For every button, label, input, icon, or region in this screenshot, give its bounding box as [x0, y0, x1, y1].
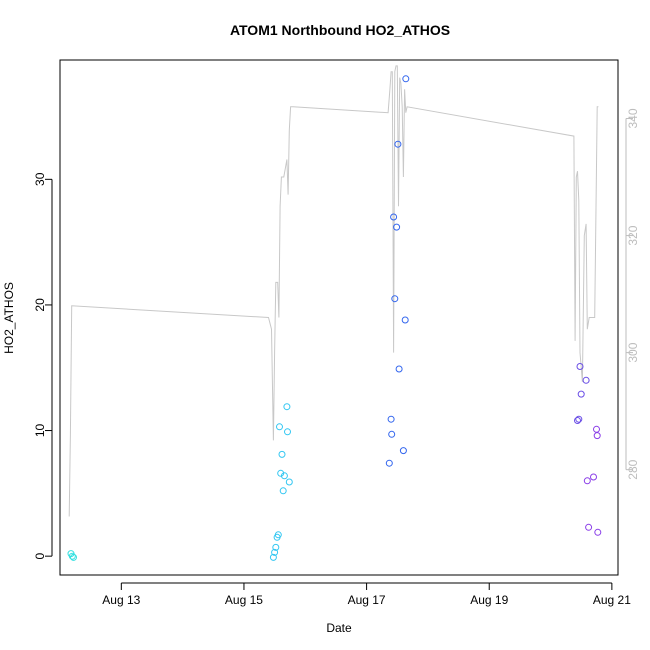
scatter-point — [585, 523, 593, 531]
y-tick-label: 20 — [33, 298, 47, 312]
scatter-point — [574, 417, 581, 424]
scatter-point — [577, 390, 585, 398]
scatter-point — [401, 316, 409, 324]
y2-tick-label: 280 — [626, 459, 640, 479]
scatter-point — [576, 363, 584, 370]
line-series — [68, 65, 599, 517]
scatter-point — [285, 478, 293, 486]
scatter-point — [399, 447, 407, 455]
y-axis-left: 0 10 20 30 — [33, 172, 53, 560]
scatter-point — [279, 487, 287, 495]
x-axis: Aug 13 Aug 15 Aug 17 Aug 19 Aug 21 — [102, 582, 631, 607]
x-tick-label: Aug 17 — [348, 593, 386, 607]
y-axis-right: 280 300 320 340 — [625, 108, 640, 480]
scatter-point — [272, 543, 280, 551]
line-series-layer — [68, 65, 599, 517]
scatter-point — [575, 415, 583, 423]
scatter-point — [590, 473, 597, 481]
y2-tick-label: 340 — [626, 108, 640, 128]
scatter-point — [594, 528, 602, 536]
scatter-point — [393, 223, 401, 231]
scatter-point — [390, 213, 398, 221]
scatter-point — [280, 472, 288, 480]
scatter-point — [68, 552, 76, 560]
y-tick-label: 10 — [33, 424, 47, 438]
y-tick-label: 0 — [33, 553, 47, 560]
scatter-point — [284, 428, 291, 436]
scatter-point — [269, 553, 277, 561]
scatter-point — [391, 295, 399, 303]
x-axis-label: Date — [326, 621, 352, 635]
x-tick-label: Aug 13 — [102, 593, 140, 607]
y-axis-label: HO2_ATHOS — [2, 282, 16, 354]
scatter-point — [593, 432, 601, 440]
x-tick-label: Aug 19 — [470, 593, 508, 607]
scatter-point — [70, 553, 77, 561]
plot-frame — [59, 59, 619, 576]
y2-tick-label: 320 — [626, 225, 640, 245]
scatter-point — [582, 376, 590, 384]
scatter-point — [388, 430, 396, 438]
scatter-point — [394, 140, 402, 148]
x-tick-label: Aug 15 — [225, 593, 263, 607]
x-tick-label: Aug 21 — [593, 593, 631, 607]
scatter-point — [271, 548, 279, 556]
scatter-point — [283, 403, 291, 411]
scatter-point — [395, 365, 403, 373]
y2-tick-label: 300 — [626, 342, 640, 362]
scatter-points-layer — [67, 75, 602, 561]
scatter-point — [583, 477, 591, 485]
scatter-point — [385, 459, 393, 467]
scatter-point — [387, 415, 395, 423]
scatter-point — [274, 531, 282, 539]
scatter-point — [278, 450, 286, 458]
y-tick-label: 30 — [33, 172, 47, 186]
scatter-point — [276, 423, 283, 431]
chart-title: ATOM1 Northbound HO2_ATHOS — [230, 22, 450, 38]
scatter-point — [593, 425, 600, 433]
scatter-point — [402, 75, 410, 83]
